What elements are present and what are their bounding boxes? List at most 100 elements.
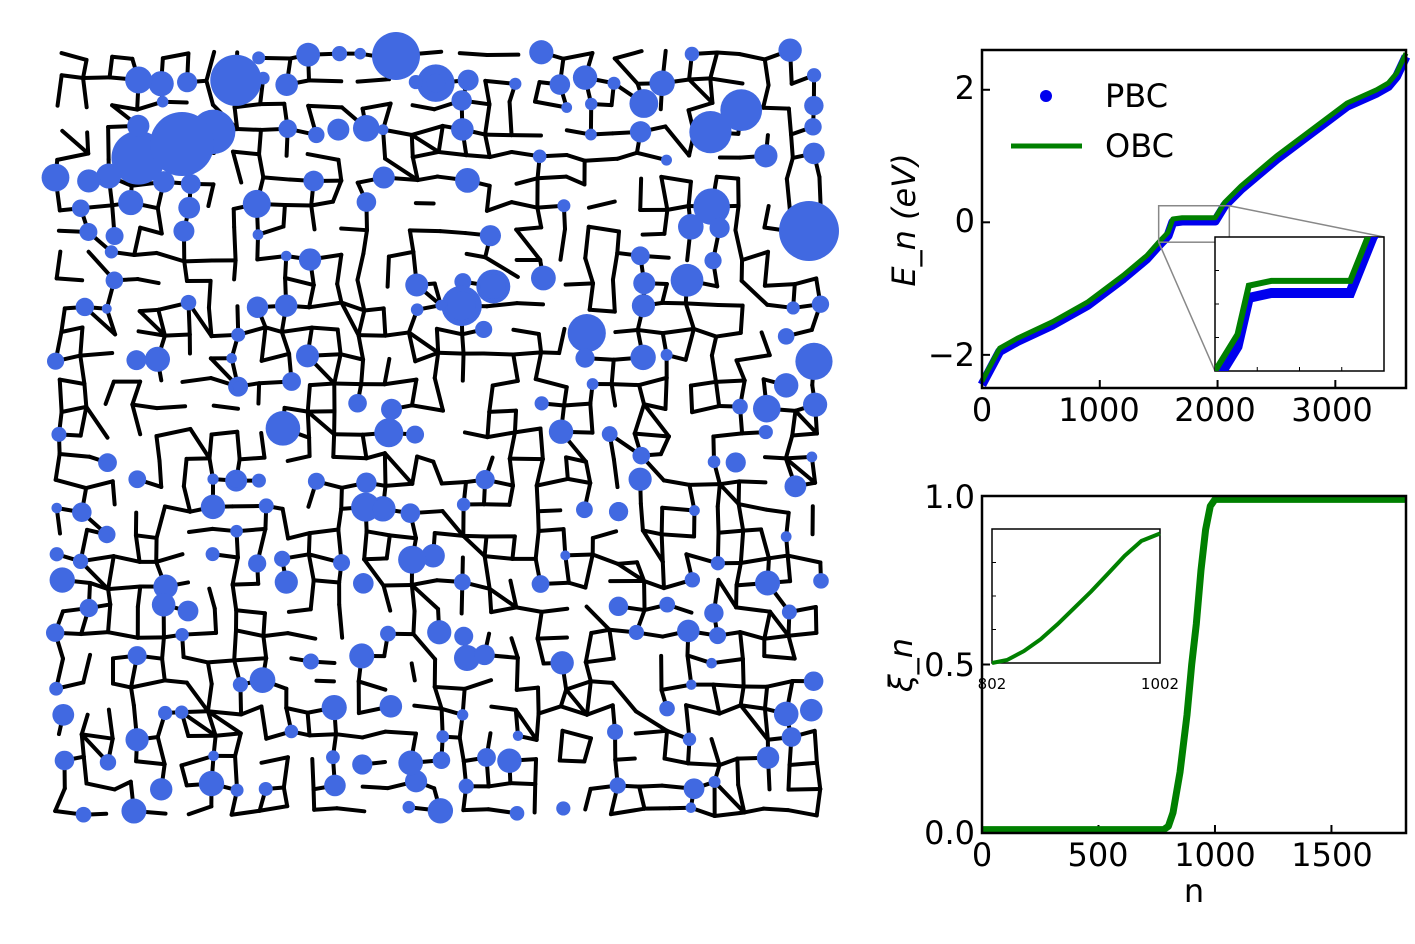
- xi-inset-xtick-label: 802: [978, 675, 1007, 693]
- network-bond: [762, 654, 797, 661]
- network-bond: [633, 728, 670, 736]
- network-bond: [481, 351, 516, 357]
- network-node: [456, 709, 469, 721]
- network-node: [609, 777, 626, 794]
- network-node: [811, 295, 830, 313]
- network-bond: [432, 684, 467, 691]
- network-node: [208, 750, 219, 762]
- network-bond: [132, 250, 159, 257]
- network-bond: [235, 127, 263, 132]
- network-bond: [79, 630, 111, 637]
- network-bond: [610, 277, 617, 314]
- network-bond: [512, 426, 543, 435]
- network-node: [302, 653, 319, 670]
- network-node: [451, 118, 474, 141]
- network-bond: [307, 381, 337, 388]
- network-bond: [483, 255, 520, 279]
- network-bond: [558, 704, 589, 717]
- energy-xtick-label: 2000: [1174, 391, 1255, 429]
- network-bond: [331, 454, 369, 461]
- network-bond: [786, 762, 792, 792]
- network-bond: [736, 782, 747, 815]
- energy-ytick-label: −2: [928, 336, 975, 374]
- network-bond: [137, 309, 167, 338]
- network-bond: [362, 306, 386, 313]
- network-node: [427, 620, 452, 645]
- network-bond: [383, 729, 418, 736]
- network-bond: [688, 379, 718, 388]
- network-bond: [564, 455, 570, 481]
- network-node: [352, 115, 380, 142]
- network-bond: [715, 482, 722, 509]
- network-bond: [507, 430, 517, 461]
- network-node: [436, 730, 450, 743]
- network-bond: [739, 278, 770, 307]
- network-bond: [813, 605, 819, 635]
- network-bond: [564, 174, 587, 187]
- network-node: [584, 128, 597, 141]
- network-bond: [415, 174, 440, 183]
- network-node: [633, 272, 656, 295]
- network-bond: [687, 76, 713, 82]
- network-node: [660, 348, 673, 361]
- network-bond: [88, 580, 111, 592]
- network-node: [659, 596, 676, 613]
- network-bond: [766, 553, 790, 561]
- network-bond: [583, 656, 616, 665]
- network-bond: [490, 378, 520, 388]
- network-node: [708, 775, 721, 788]
- xi-series-line: [982, 495, 1406, 834]
- network-node: [54, 750, 75, 771]
- energy-axes-frame: [980, 48, 1408, 390]
- network-node: [242, 189, 271, 218]
- network-node: [427, 798, 454, 824]
- network-bond: [79, 732, 115, 741]
- network-bond: [483, 132, 492, 160]
- network-bond: [410, 403, 445, 413]
- network-node: [804, 95, 824, 116]
- network-bond: [464, 251, 488, 260]
- network-bond: [462, 678, 494, 691]
- network-bond: [734, 605, 773, 614]
- network-bond: [434, 326, 441, 355]
- network-bond: [536, 509, 541, 533]
- network-bond: [609, 357, 616, 387]
- network-bond: [715, 50, 742, 57]
- xi-inset-xtick-label: 1002: [1141, 675, 1179, 693]
- network-bond: [382, 451, 388, 488]
- network-bond: [204, 49, 217, 83]
- network-bond: [590, 529, 619, 540]
- network-bond: [762, 609, 773, 641]
- network-bond: [382, 451, 415, 486]
- network-node: [96, 163, 122, 189]
- network-node: [754, 144, 778, 168]
- network-bond: [688, 383, 695, 415]
- network-bond: [514, 655, 520, 692]
- network-bond: [765, 679, 795, 689]
- network-node: [298, 248, 322, 271]
- network-bond: [259, 755, 290, 765]
- network-bond: [483, 78, 492, 107]
- network-bond: [386, 249, 416, 259]
- network-bond: [536, 704, 563, 716]
- network-node: [773, 373, 799, 398]
- network-bond: [735, 756, 741, 787]
- network-node: [531, 575, 550, 593]
- network-node: [127, 114, 150, 138]
- network-bond: [717, 479, 742, 487]
- network-node: [151, 592, 176, 617]
- network-bond: [487, 383, 495, 414]
- network-bond: [78, 404, 89, 438]
- network-bond: [737, 52, 767, 62]
- network-bond: [536, 508, 563, 514]
- network-bond: [415, 454, 436, 464]
- network-bond: [129, 678, 167, 690]
- xi-xtick-label: 1500: [1291, 836, 1372, 874]
- network-bond: [761, 83, 771, 110]
- network-bond: [658, 434, 671, 457]
- network-bond: [383, 156, 420, 183]
- network-node: [479, 225, 501, 247]
- network-bond: [81, 754, 89, 786]
- network-bond: [508, 781, 538, 787]
- network-bond: [335, 252, 344, 286]
